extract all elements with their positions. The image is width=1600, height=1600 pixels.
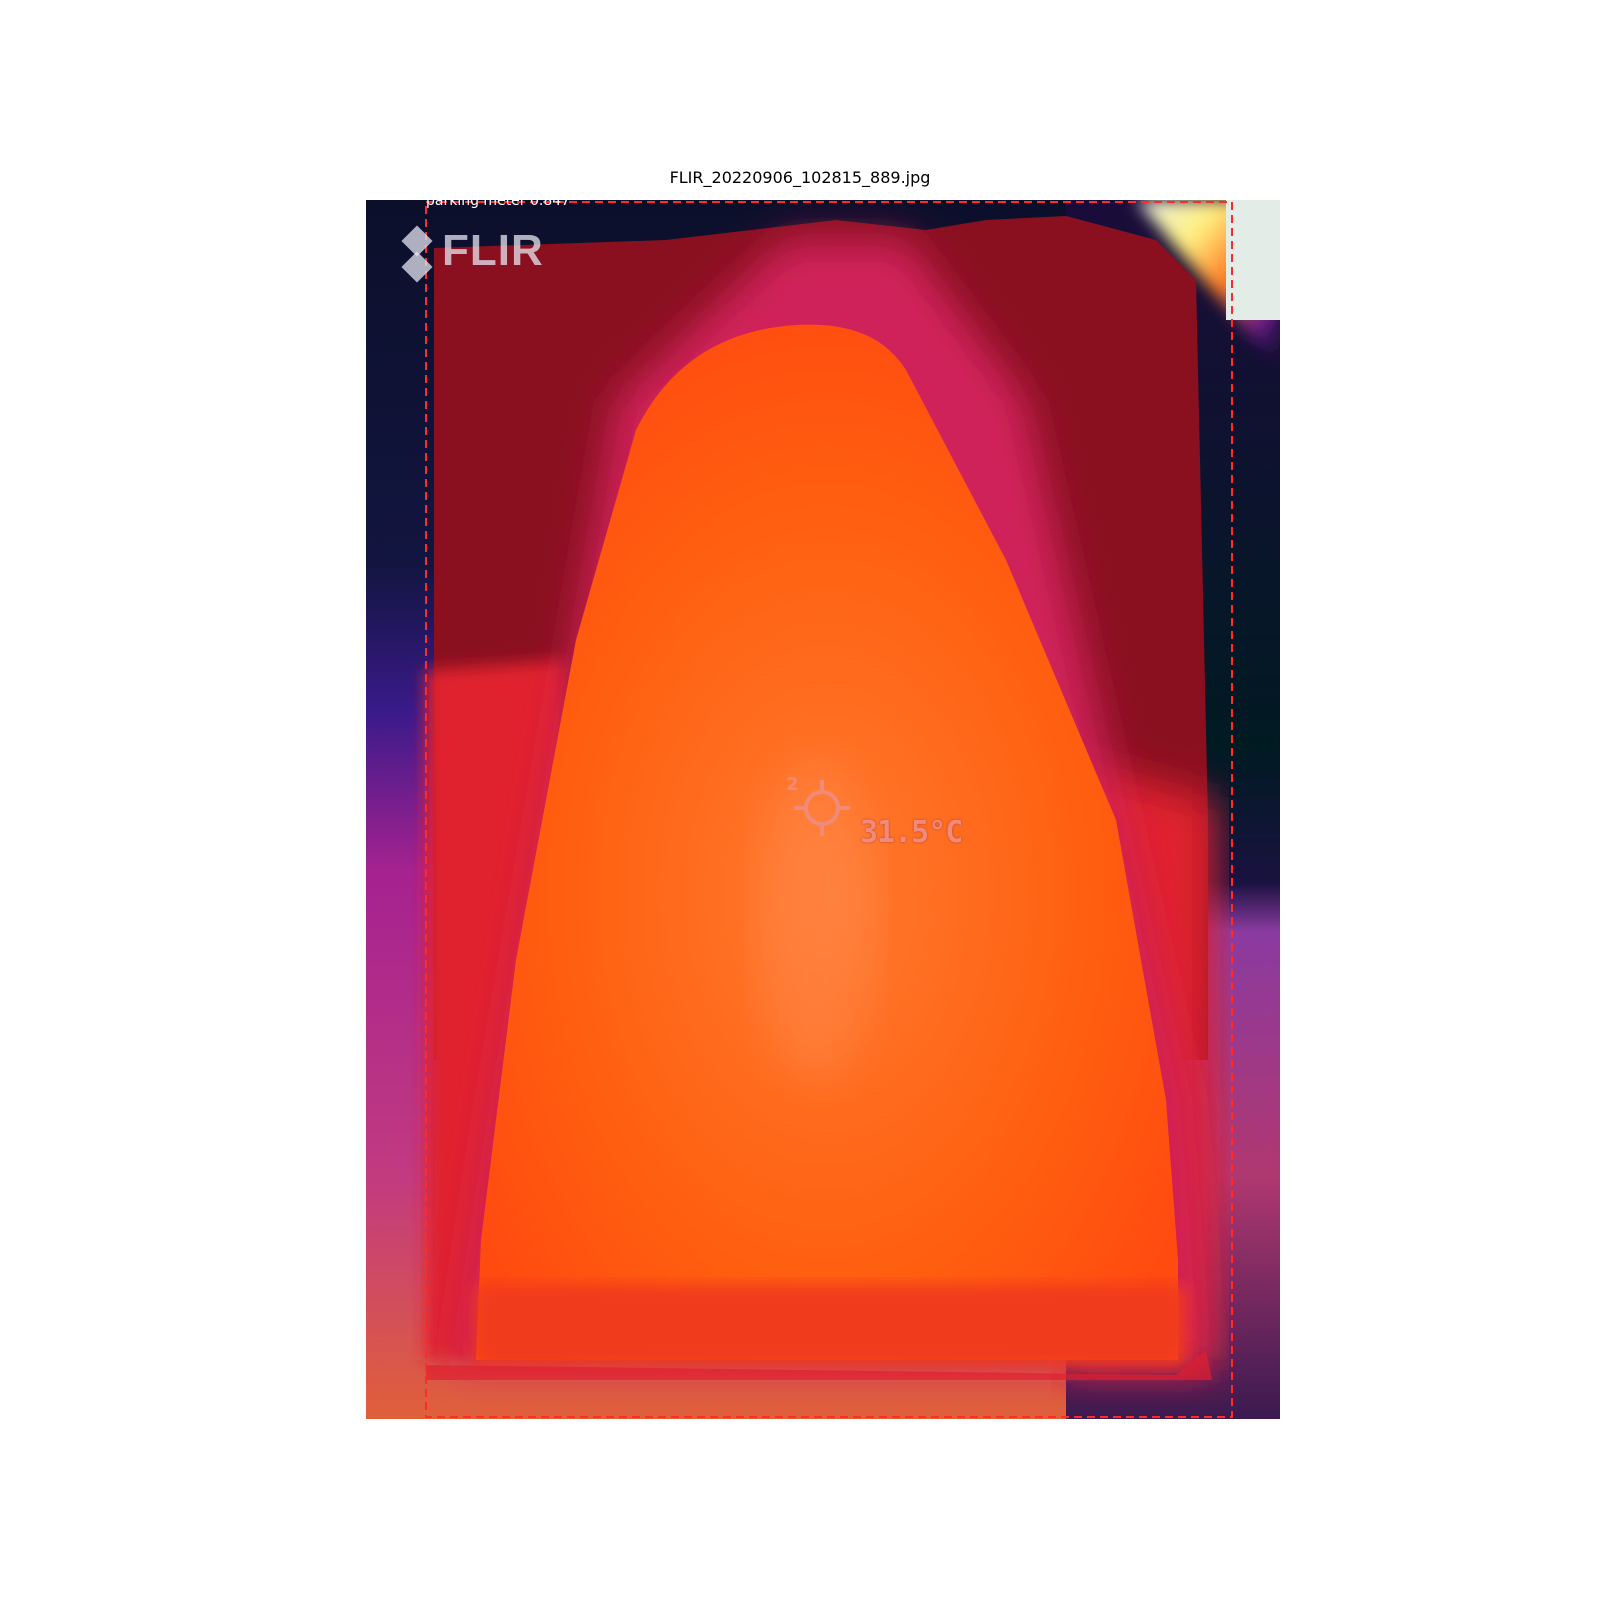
figure-title: FLIR_20220906_102815_889.jpg — [669, 168, 931, 187]
temperature-readout: 31.5°C — [860, 815, 963, 850]
cone-base — [476, 1285, 1186, 1365]
detection-box — [425, 201, 1233, 1418]
cone-highlight — [756, 760, 876, 1080]
mask-bottom-edge — [426, 1350, 1212, 1380]
spot-index: 2 — [786, 774, 799, 795]
detection-label: parking meter 0.847 — [426, 193, 571, 209]
flir-logo-icon — [401, 225, 433, 283]
thermal-image-svg — [366, 200, 1280, 1419]
hot-corner-white — [1226, 200, 1280, 320]
thermal-image — [366, 200, 1280, 1419]
crosshair-icon — [794, 780, 850, 836]
flir-logo-text: FLIR — [442, 226, 544, 275]
